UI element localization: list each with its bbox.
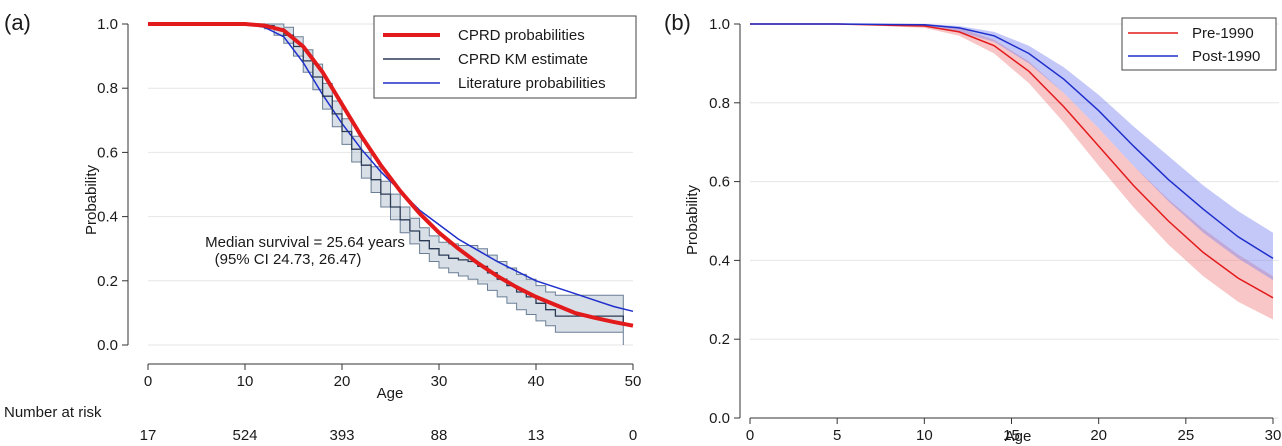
- y-tick-label-1: 0.2: [709, 331, 730, 348]
- x-tick-label-0: 0: [144, 373, 152, 390]
- y-tick-label-4: 0.8: [97, 80, 118, 97]
- panel-a-legend-box: [373, 15, 637, 99]
- x-tick-label-1: 5: [833, 427, 841, 444]
- y-tick-label-1: 0.2: [97, 273, 118, 290]
- x-tick-label-2: 20: [334, 373, 351, 390]
- number-at-risk-value-0: 17: [140, 427, 157, 444]
- panel-b-series-lines: [750, 23, 1274, 299]
- panel-a-legend: CPRD probabilities CPRD KM estimate Lite…: [373, 15, 637, 99]
- y-tick-label-0: 0.0: [97, 337, 118, 354]
- y-tick-label-3: 0.6: [97, 144, 118, 161]
- x-tick-label-5: 50: [625, 373, 642, 390]
- legend-label-cprd-km-estimate: CPRD KM estimate: [458, 51, 588, 68]
- legend-label-literature-probabilities: Literature probabilities: [458, 75, 606, 92]
- x-tick-label-3: 15: [1003, 427, 1020, 444]
- series-literature-probabilities: [148, 23, 634, 313]
- number-at-risk-label: Number at risk: [4, 404, 102, 421]
- panel-b-axes: [734, 23, 1274, 424]
- panel-b-y-axis-title: Probability: [684, 184, 701, 255]
- panel-b-survival-by-period: (b) 0.0 0.2 0.4 0.6 0.8 1.0 0 5 10 15 20 25 30 Age P…: [664, 10, 1281, 445]
- panel-b-legend: Pre-1990 Post-1990: [1121, 17, 1277, 71]
- panel-b-legend-box: [1121, 17, 1277, 71]
- number-at-risk-value-5: 0: [629, 427, 637, 444]
- number-at-risk-row: 17 524 393 88 13 0: [140, 427, 638, 444]
- panel-a-kaplan-meier: (a) 0.0 0.2 0.4 0.6 0.8 1.0 0 10 20 30 40 50 Age Pr…: [4, 10, 641, 444]
- median-survival-ci-annotation: (95% CI 24.73, 26.47): [215, 251, 362, 268]
- x-tick-label-1: 10: [237, 373, 254, 390]
- y-tick-label-0: 0.0: [709, 410, 730, 427]
- x-tick-label-5: 25: [1177, 427, 1194, 444]
- number-at-risk-value-1: 524: [232, 427, 257, 444]
- x-tick-label-4: 20: [1090, 427, 1107, 444]
- median-survival-annotation: Median survival = 25.64 years: [205, 234, 405, 251]
- panel-b-tick-labels: 0.0 0.2 0.4 0.6 0.8 1.0 0 5 10 15 20 25 30: [709, 16, 1281, 444]
- x-tick-label-6: 30: [1265, 427, 1282, 444]
- panel-a-tick-labels: 0.0 0.2 0.4 0.6 0.8 1.0 0 10 20 30 40 50: [97, 16, 641, 390]
- number-at-risk-value-2: 393: [329, 427, 354, 444]
- series-post-1990: [750, 23, 1274, 260]
- panel-a-series-lines: [148, 22, 634, 328]
- number-at-risk-value-3: 88: [431, 427, 448, 444]
- y-tick-label-5: 1.0: [709, 16, 730, 33]
- panel-a-axes: [122, 23, 634, 370]
- legend-label-cprd-probabilities: CPRD probabilities: [458, 27, 585, 44]
- y-tick-label-5: 1.0: [97, 16, 118, 33]
- number-at-risk-value-4: 13: [528, 427, 545, 444]
- panel-a-label: (a): [4, 10, 31, 35]
- y-tick-label-3: 0.6: [709, 174, 730, 191]
- legend-label-post-1990: Post-1990: [1192, 48, 1260, 65]
- y-tick-label-4: 0.8: [709, 95, 730, 112]
- y-tick-label-2: 0.4: [97, 209, 118, 226]
- panel-a-x-axis-title: Age: [377, 385, 404, 402]
- y-tick-label-2: 0.4: [709, 252, 730, 269]
- x-tick-label-2: 10: [916, 427, 933, 444]
- legend-label-pre-1990: Pre-1990: [1192, 25, 1254, 42]
- x-tick-label-0: 0: [746, 427, 754, 444]
- series-pre-1990: [750, 23, 1274, 299]
- panel-a-y-axis-title: Probability: [83, 164, 100, 235]
- panel-b-x-axis-title: Age: [1005, 428, 1032, 445]
- series-cprd-probabilities: [148, 22, 634, 328]
- x-tick-label-4: 40: [528, 373, 545, 390]
- panel-b-label: (b): [664, 10, 691, 35]
- x-tick-label-3: 30: [431, 373, 448, 390]
